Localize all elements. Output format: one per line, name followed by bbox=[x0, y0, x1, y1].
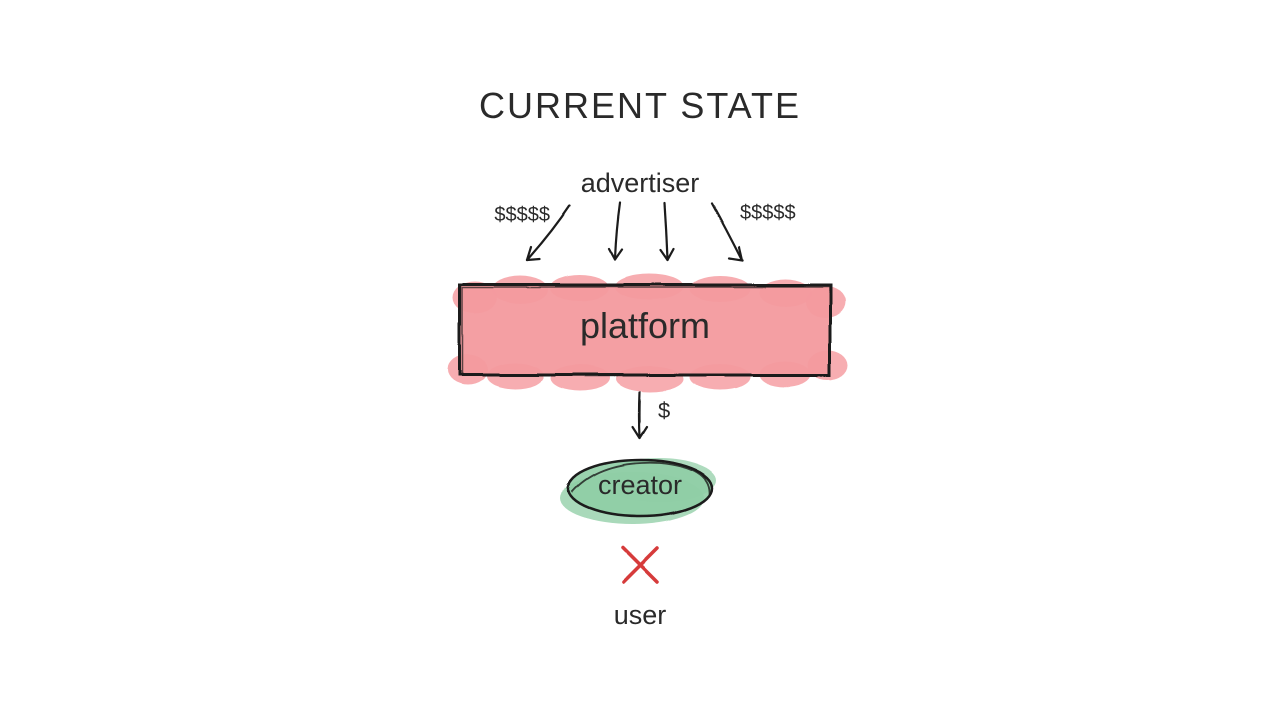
diagram-title: CURRENT STATE bbox=[0, 85, 1280, 127]
user-label: user bbox=[565, 600, 715, 631]
diagram-stage: CURRENT STATE advertiser $$$$$ $$$$$ pla… bbox=[0, 0, 1280, 720]
arrows-advertiser-to-platform bbox=[527, 203, 742, 260]
money-left-label: $$$$$ bbox=[470, 204, 550, 227]
money-right-label: $$$$$ bbox=[740, 202, 820, 225]
arrow-platform-to-creator bbox=[633, 392, 647, 438]
platform-label: platform bbox=[460, 305, 830, 347]
x-mark-icon bbox=[623, 548, 657, 582]
advertiser-label: advertiser bbox=[540, 168, 740, 199]
creator-label: creator bbox=[565, 470, 715, 501]
money-small-label: $ bbox=[658, 398, 688, 424]
